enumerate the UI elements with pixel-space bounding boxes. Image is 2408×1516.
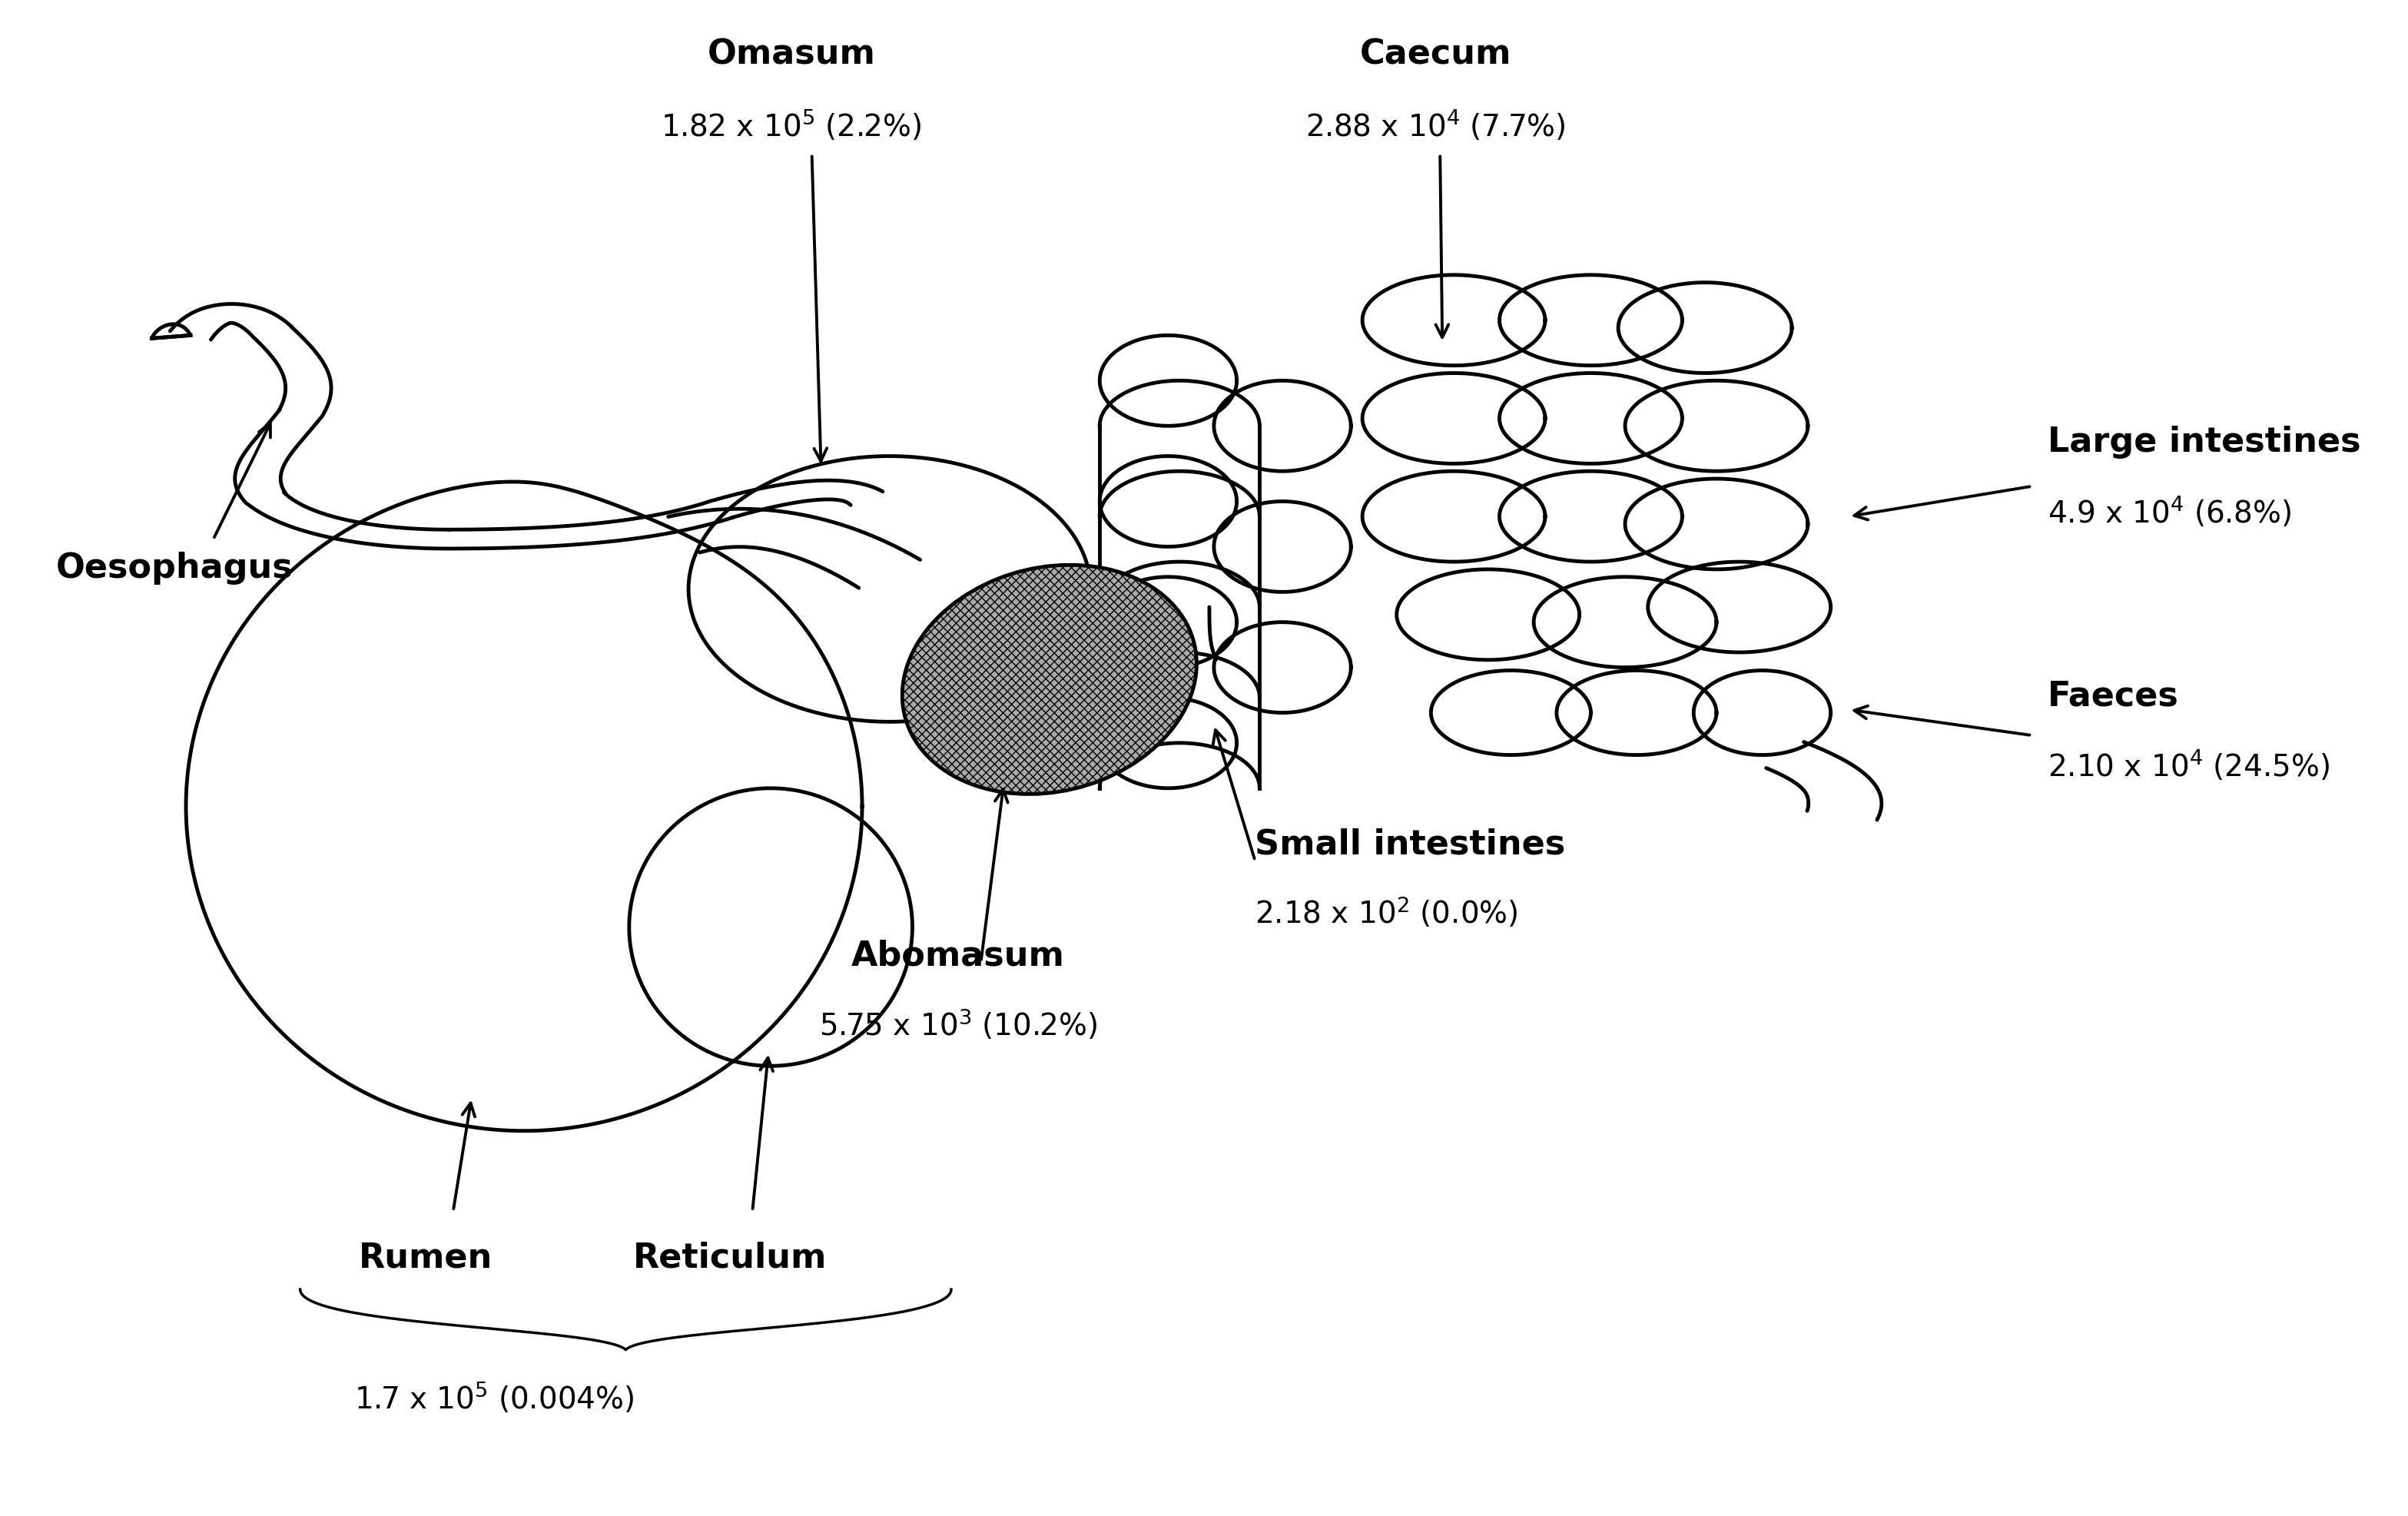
Text: 2.10 x 10$^4$ (24.5%): 2.10 x 10$^4$ (24.5%): [2047, 749, 2331, 782]
Text: Large intestines: Large intestines: [2047, 426, 2360, 459]
Text: Caecum: Caecum: [1361, 38, 1512, 71]
Text: 4.9 x 10$^4$ (6.8%): 4.9 x 10$^4$ (6.8%): [2047, 494, 2290, 529]
Text: Reticulum: Reticulum: [633, 1242, 826, 1275]
Text: Oesophagus: Oesophagus: [55, 552, 294, 584]
Text: Abomasum: Abomasum: [852, 940, 1064, 972]
Text: 5.75 x 10$^3$ (10.2%): 5.75 x 10$^3$ (10.2%): [819, 1008, 1098, 1041]
Text: Faeces: Faeces: [2047, 679, 2179, 713]
Ellipse shape: [903, 565, 1197, 794]
Text: Rumen: Rumen: [359, 1242, 494, 1275]
Text: Small intestines: Small intestines: [1255, 828, 1565, 861]
Text: 2.88 x 10$^4$ (7.7%): 2.88 x 10$^4$ (7.7%): [1305, 108, 1565, 143]
Text: 2.18 x 10$^2$ (0.0%): 2.18 x 10$^2$ (0.0%): [1255, 896, 1517, 931]
Text: Omasum: Omasum: [708, 38, 877, 71]
Text: 1.82 x 10$^5$ (2.2%): 1.82 x 10$^5$ (2.2%): [660, 108, 922, 143]
Text: 1.7 x 10$^5$ (0.004%): 1.7 x 10$^5$ (0.004%): [354, 1381, 633, 1414]
